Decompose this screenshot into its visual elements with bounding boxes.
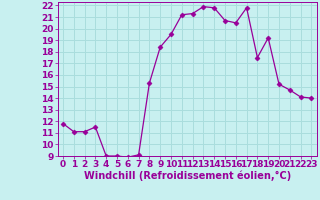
X-axis label: Windchill (Refroidissement éolien,°C): Windchill (Refroidissement éolien,°C) (84, 171, 291, 181)
